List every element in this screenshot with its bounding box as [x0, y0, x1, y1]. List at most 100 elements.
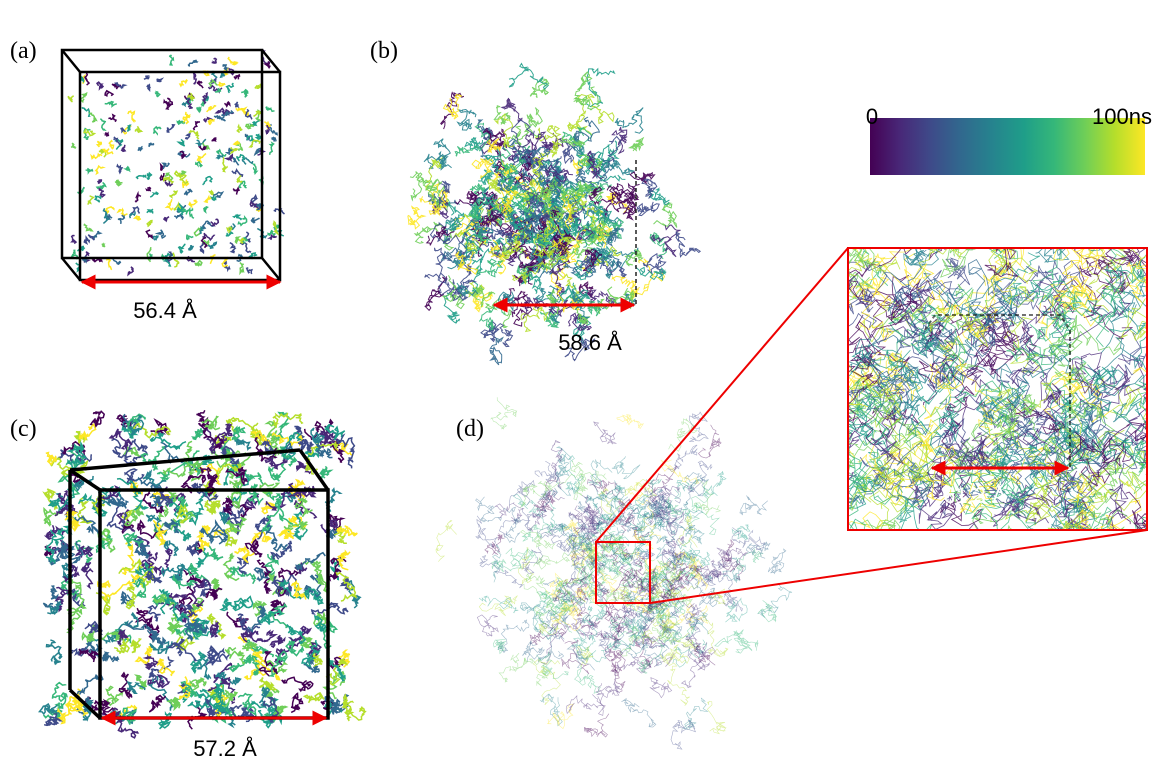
trajectory: [96, 179, 103, 185]
trajectory: [555, 465, 580, 497]
trajectory: [263, 121, 272, 130]
trajectory: [1055, 301, 1122, 356]
trajectory: [1002, 414, 1080, 457]
trajectory: [83, 127, 92, 140]
trajectory: [561, 639, 590, 675]
trajectory: [512, 494, 554, 531]
trajectory: [590, 220, 616, 239]
trajectory: [848, 248, 913, 306]
trajectory: [560, 594, 586, 613]
trajectory: [454, 190, 485, 207]
trajectory: [483, 148, 506, 184]
trajectory: [649, 231, 668, 260]
trajectory: [103, 206, 115, 215]
trajectory: [169, 622, 185, 637]
trajectory: [520, 529, 556, 550]
trajectory: [248, 139, 261, 149]
trajectory: [588, 618, 608, 639]
trajectory: [209, 194, 217, 202]
trajectory: [254, 133, 263, 141]
trajectory: [217, 81, 227, 87]
trajectory: [664, 589, 694, 606]
trajectory: [689, 563, 709, 591]
trajectory: [909, 538, 954, 574]
trajectory: [536, 591, 567, 617]
trajectory: [456, 108, 477, 131]
trajectory: [1003, 439, 1041, 520]
trajectory: [208, 189, 215, 196]
trajectory: [56, 704, 77, 725]
trajectory: [303, 659, 321, 674]
trajectory: [990, 248, 1028, 285]
trajectory: [592, 683, 620, 707]
trajectory: [610, 649, 626, 693]
trajectory: [196, 653, 212, 681]
trajectory: [545, 572, 563, 598]
trajectory: [1024, 505, 1064, 530]
trajectory: [573, 549, 605, 571]
trajectory: [135, 476, 163, 494]
trajectory: [435, 520, 457, 562]
trajectory: [212, 191, 225, 199]
trajectory: [966, 343, 1002, 379]
trajectory: [191, 578, 212, 608]
trajectory: [253, 567, 272, 582]
trajectory: [662, 613, 697, 640]
trajectory: [598, 570, 646, 595]
trajectory: [154, 229, 167, 239]
trajectory: [38, 702, 62, 716]
trajectory: [134, 646, 153, 665]
trajectory: [641, 609, 657, 645]
trajectory: [489, 336, 504, 366]
trajectory: [433, 138, 451, 164]
trajectory: [149, 493, 164, 510]
trajectory: [757, 600, 777, 623]
trajectory: [194, 160, 203, 168]
trajectory: [519, 484, 538, 509]
trajectory: [1048, 341, 1099, 401]
trajectory: [429, 221, 468, 245]
trajectory: [1108, 248, 1147, 290]
trajectory: [300, 634, 316, 649]
trajectory: [969, 312, 1014, 358]
trajectory: [188, 199, 199, 209]
trajectory: [882, 249, 927, 330]
trajectory: [145, 186, 152, 192]
trajectory: [320, 519, 338, 534]
trajectory: [499, 508, 537, 537]
trajectory: [666, 548, 696, 568]
trajectory: [206, 104, 217, 113]
trajectory: [241, 88, 249, 98]
trajectory: [598, 617, 632, 656]
trajectory: [611, 126, 628, 155]
trajectory: [345, 706, 367, 722]
trajectory: [469, 183, 487, 197]
trajectory: [54, 489, 73, 517]
trajectory: [971, 483, 1038, 530]
trajectory: [940, 474, 983, 526]
trajectory: [225, 466, 249, 487]
trajectory: [410, 178, 440, 206]
trajectory: [234, 546, 255, 564]
trajectory: [1100, 279, 1147, 327]
trajectory: [113, 82, 128, 90]
trajectory: [522, 171, 558, 188]
trajectory: [593, 153, 626, 182]
trajectory: [486, 137, 502, 154]
trajectory: [235, 153, 246, 162]
trajectory: [579, 533, 614, 550]
trajectory: [1086, 471, 1147, 512]
trajectory: [576, 645, 594, 668]
trajectory: [196, 152, 207, 164]
trajectory: [476, 119, 494, 141]
trajectory: [130, 638, 142, 654]
trajectory: [183, 188, 193, 196]
trajectory: [92, 230, 103, 239]
trajectory: [1049, 248, 1066, 250]
trajectory: [52, 541, 85, 564]
trajectory: [1080, 438, 1135, 485]
trajectory: [189, 650, 206, 675]
panel-label: (d): [456, 416, 484, 442]
trajectory: [231, 213, 243, 221]
trajectory: [234, 235, 242, 245]
